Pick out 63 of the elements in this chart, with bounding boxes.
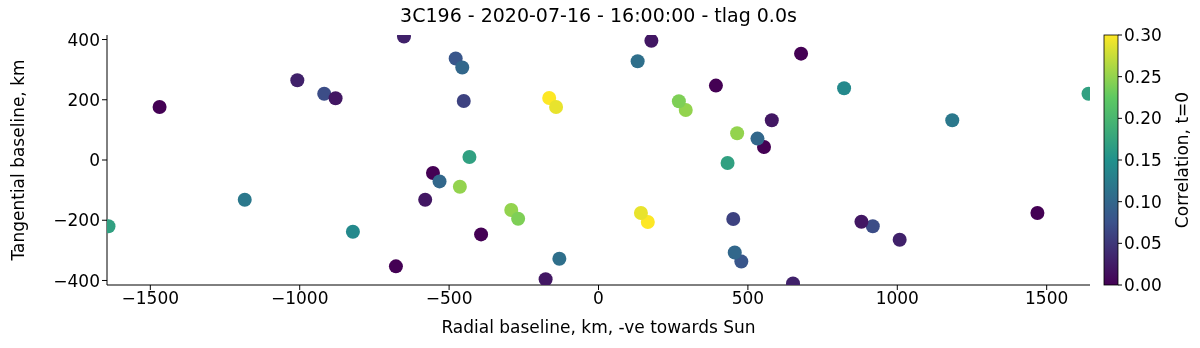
point [730,126,745,141]
point [727,245,742,260]
point [317,86,332,101]
point [726,212,741,227]
point [388,259,403,274]
point [720,156,735,171]
point [538,272,553,285]
point [633,206,648,221]
point [328,91,343,106]
color-bar-label: 0.30 [1124,25,1162,45]
color-bar-title: Correlation, t=0 [1172,91,1192,229]
point [892,232,907,247]
point [474,227,489,242]
y-tick-label: −400 [53,270,100,291]
point [644,35,659,48]
point [432,174,447,189]
x-tick-label: 1500 [1025,288,1069,309]
y-tick-label: 200 [67,89,100,110]
point [452,179,467,194]
y-tick-label: 0 [89,150,100,171]
point [794,46,809,61]
point [549,99,564,114]
point [678,103,693,117]
point [837,81,852,96]
point [455,60,470,75]
x-tick-label: 500 [731,288,765,309]
point [1030,206,1045,221]
point [542,90,557,105]
color-bar-label: 0.10 [1124,191,1162,212]
point [945,113,960,128]
point [671,94,686,109]
point [865,219,880,234]
point [418,192,433,207]
point [750,131,765,146]
point [854,214,869,229]
x-axis-title: Radial baseline, km, -ve towards Sun [441,317,756,337]
point [630,54,645,69]
point [345,224,360,239]
point [152,99,167,114]
color-bar-label: 0.00 [1124,275,1162,295]
point [456,93,471,108]
point [552,251,567,266]
point [462,149,477,164]
point [290,73,305,88]
x-tick-label: 0 [593,288,604,309]
x-tick-label: −1500 [121,288,180,309]
color-bar-label: 0.25 [1124,66,1162,87]
point [237,192,252,207]
x-tick-label: −1000 [270,288,329,309]
x-tick-label: 1000 [875,288,919,309]
x-tick-label: −500 [425,288,473,309]
color-bar-label: 0.20 [1124,108,1162,129]
y-axis-title: Tangential baseline, km [8,59,29,262]
point [511,211,526,226]
chart-title: 3C196 - 2020-07-16 - 16:00:00 - tlag 0.0s [399,4,798,26]
point [640,215,655,230]
point [708,78,723,93]
color-bar-label: 0.15 [1124,150,1162,170]
point [504,203,519,217]
point [764,113,779,128]
y-tick-label: −200 [53,210,100,231]
y-tick-label: 400 [67,29,100,50]
color-bar-label: 0.05 [1124,233,1162,254]
